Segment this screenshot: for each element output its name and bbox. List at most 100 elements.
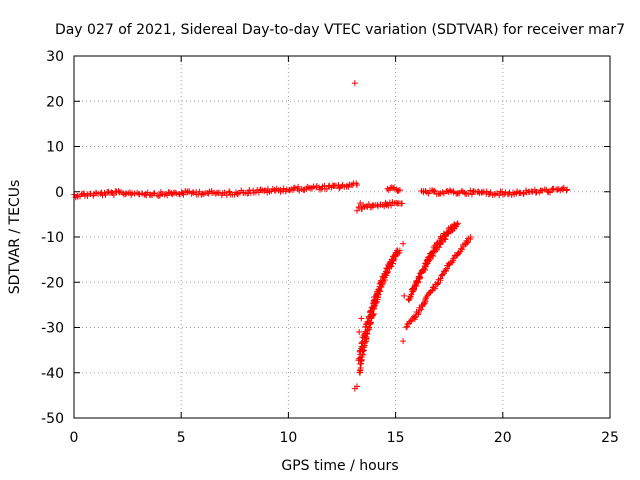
data-point — [291, 184, 298, 191]
data-point — [421, 301, 428, 308]
data-point — [400, 338, 407, 345]
data-point — [358, 315, 365, 322]
data-point — [444, 187, 451, 194]
data-point — [545, 188, 552, 195]
data-point — [354, 181, 361, 188]
y-axis-label: SDTVAR / TECUs — [7, 180, 23, 295]
data-point — [439, 188, 446, 195]
data-point — [453, 221, 460, 228]
data-point — [366, 313, 373, 320]
data-point — [454, 220, 461, 227]
data-point — [434, 280, 441, 287]
data-point — [261, 187, 268, 194]
data-point — [389, 185, 396, 192]
data-point — [389, 253, 396, 260]
data-point — [429, 287, 436, 294]
data-point — [384, 266, 391, 273]
data-point — [375, 287, 382, 294]
x-tick-label: 5 — [177, 430, 186, 446]
data-point — [369, 305, 376, 312]
data-point — [122, 190, 129, 197]
data-point — [234, 191, 241, 198]
data-point — [370, 300, 377, 307]
y-tick-label: 10 — [46, 140, 64, 156]
data-point — [425, 190, 432, 197]
data-point — [408, 291, 415, 298]
x-tick-label: 10 — [279, 430, 297, 446]
data-point — [467, 234, 474, 240]
axis-ticks — [73, 55, 611, 419]
data-point — [354, 207, 361, 214]
data-point — [226, 188, 233, 195]
y-tick-label: -40 — [41, 366, 64, 382]
data-point — [428, 249, 435, 256]
data-point — [295, 183, 302, 190]
data-point — [351, 80, 358, 87]
data-point — [479, 189, 486, 196]
data-point — [180, 191, 187, 198]
data-point — [441, 232, 448, 239]
data-point — [497, 188, 504, 195]
data-point — [454, 190, 461, 197]
y-tick-labels: 30 20 10 0 -10 -20 -30 -40 -50 — [41, 49, 64, 427]
data-point — [415, 273, 422, 280]
data-point — [470, 188, 477, 195]
data-point — [365, 201, 372, 208]
data-point — [443, 267, 450, 274]
data-point — [450, 255, 457, 262]
y-tick-label: -10 — [41, 230, 64, 246]
data-point — [430, 248, 437, 255]
data-point — [368, 304, 375, 311]
data-point — [356, 348, 363, 355]
data-point — [532, 189, 539, 196]
y-tick-label: 20 — [46, 94, 64, 110]
data-point — [367, 308, 374, 315]
data-point — [436, 239, 443, 246]
data-point — [400, 240, 407, 247]
data-point — [354, 383, 361, 390]
x-tick-label: 25 — [601, 430, 619, 446]
data-point — [437, 277, 444, 284]
y-tick-label: 0 — [55, 185, 64, 201]
data-point — [396, 186, 403, 193]
data-point — [415, 310, 422, 317]
y-tick-label: -50 — [41, 411, 64, 427]
data-point — [560, 184, 567, 191]
data-point — [388, 202, 395, 209]
x-tick-labels: 0 5 10 15 20 25 — [70, 430, 619, 446]
data-point — [172, 189, 179, 196]
x-tick-label: 15 — [387, 430, 405, 446]
data-point — [422, 187, 429, 194]
data-point — [496, 192, 503, 199]
data-point — [467, 187, 474, 194]
data-point — [164, 192, 171, 199]
data-point — [516, 189, 523, 196]
data-point — [399, 200, 406, 207]
data-point — [564, 186, 571, 193]
data-point — [395, 187, 402, 194]
data-point — [310, 183, 317, 190]
y-tick-label: -20 — [41, 275, 64, 291]
data-point — [468, 191, 475, 198]
data-point — [427, 288, 434, 295]
data-point — [465, 190, 472, 197]
x-tick-label: 20 — [494, 430, 512, 446]
data-point — [424, 256, 431, 263]
y-tick-label: -30 — [41, 321, 64, 337]
data-point — [563, 187, 570, 194]
data-point — [442, 236, 449, 243]
x-axis-label: GPS time / hours — [281, 458, 398, 474]
data-point — [161, 191, 168, 198]
y-tick-label: 30 — [46, 49, 64, 65]
data-point — [356, 329, 363, 336]
data-point — [380, 274, 387, 281]
data-point — [110, 192, 117, 199]
data-point — [105, 188, 112, 195]
data-point — [448, 226, 455, 233]
data-point — [173, 190, 180, 197]
data-point — [357, 361, 364, 368]
grid-lines — [74, 56, 610, 418]
data-point — [384, 185, 391, 192]
data-points — [71, 80, 571, 392]
